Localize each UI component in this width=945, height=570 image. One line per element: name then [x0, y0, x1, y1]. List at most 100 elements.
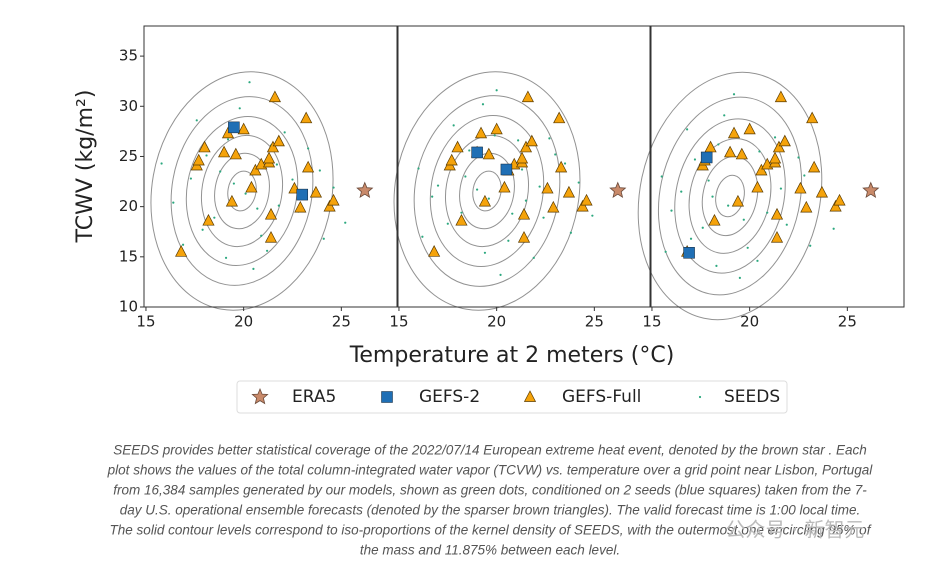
seeds-dot	[322, 237, 325, 240]
watermark: 公众号 · 新智元	[725, 518, 864, 542]
gefs-triangle	[202, 213, 215, 226]
gefs-triangle	[806, 111, 819, 124]
seeds-dot	[499, 273, 502, 276]
gefs-triangle	[778, 134, 791, 147]
contour	[444, 134, 530, 248]
seeds-dot	[495, 89, 498, 92]
gefs-triangle	[580, 193, 593, 206]
contour	[657, 96, 803, 296]
seeds-dot	[291, 178, 294, 181]
y-tick-label: 15	[119, 247, 138, 265]
gefs-triangle	[770, 207, 784, 220]
seeds-dot	[711, 195, 714, 198]
seeds-dot	[797, 156, 800, 159]
plot-frame	[396, 25, 652, 308]
seeds-dot	[532, 256, 535, 259]
contour	[429, 115, 545, 267]
gefs2-square	[683, 247, 695, 259]
seeds-dot	[431, 195, 434, 198]
y-tick-label: 30	[119, 97, 138, 115]
caption-line: from 16,384 samples generated by our mod…	[113, 483, 867, 498]
seeds-dot	[563, 162, 567, 165]
seeds-dot	[785, 223, 788, 226]
legend-label: SEEDS	[724, 387, 780, 407]
gefs-triangle	[541, 181, 554, 194]
seeds-dot	[517, 139, 520, 142]
seeds-dot	[256, 207, 259, 210]
seeds-dot	[446, 222, 449, 225]
contour	[637, 71, 823, 321]
era5-star	[609, 181, 627, 198]
seeds-dot	[205, 154, 208, 157]
seeds-dot	[542, 216, 545, 219]
era5-star	[862, 181, 880, 198]
gefs-triangle	[175, 245, 188, 257]
seeds-dot	[160, 162, 163, 165]
x-tick-label: 20	[234, 313, 253, 331]
x-tick-label: 25	[585, 313, 604, 331]
gefs-triangle	[498, 180, 511, 193]
seeds-dot	[569, 231, 572, 234]
x-tick-label: 15	[389, 313, 408, 331]
seeds-dot	[832, 227, 835, 230]
caption-line: The solid contour levels correspond to i…	[110, 523, 872, 538]
gefs-triangle	[266, 140, 280, 153]
legend-marker	[523, 390, 537, 402]
seeds-dot	[189, 177, 192, 180]
seeds-dot	[248, 81, 251, 84]
gefs-triangle	[768, 151, 782, 164]
caption-line: plot shows the values of the total colum…	[107, 463, 874, 478]
gefs-triangle	[800, 200, 813, 213]
gefs-triangle	[264, 230, 278, 243]
seeds-dot	[524, 199, 528, 202]
y-axis-label: TCWV (kg/m²)	[73, 90, 98, 244]
seeds-dot	[307, 147, 310, 150]
seeds-dot	[809, 244, 812, 247]
seeds-dot	[283, 131, 286, 134]
seeds-dot	[452, 124, 455, 127]
gefs-triangle	[774, 90, 787, 103]
seeds-dot	[460, 211, 463, 214]
gefs-triangle	[727, 126, 741, 139]
seeds-dot	[680, 190, 683, 193]
gefs-triangle	[519, 140, 533, 153]
caption-line: SEEDS provides better statistical covera…	[113, 443, 866, 458]
contour	[674, 118, 786, 274]
seeds-dot	[758, 150, 761, 153]
seeds-dot	[670, 209, 673, 212]
seeds-dot	[260, 234, 263, 237]
legend-label: GEFS-2	[419, 387, 480, 407]
seeds-dot	[732, 93, 736, 96]
gefs-triangle	[794, 181, 807, 194]
seeds-dot	[707, 179, 710, 182]
contours	[150, 71, 823, 321]
seeds-dot	[577, 181, 580, 184]
gefs-triangle	[309, 185, 323, 198]
seeds-dot	[224, 256, 228, 259]
seeds-dot	[421, 235, 424, 238]
gefs-triangle	[772, 140, 786, 153]
seeds-dot	[232, 182, 235, 185]
seeds-dot	[746, 246, 749, 249]
gefs-triangle	[302, 160, 315, 173]
gefs-triangle	[829, 199, 842, 212]
seeds-dot	[689, 237, 693, 240]
gefs-triangle	[808, 160, 821, 173]
seeds-dot	[252, 267, 255, 270]
contour	[413, 95, 561, 287]
gefs-triangle	[555, 160, 568, 173]
contour	[459, 152, 515, 230]
y-tick-label: 25	[119, 147, 138, 165]
panel: 15 20 25	[642, 25, 905, 331]
plot-frame	[649, 25, 905, 308]
gefs-triangle	[198, 140, 211, 153]
seeds-dot	[511, 212, 514, 215]
seeds-dot	[244, 192, 247, 195]
x-axis-label: Temperature at 2 meters (°C)	[349, 343, 675, 368]
seeds-dot	[686, 128, 689, 131]
seeds-dot	[779, 187, 783, 190]
caption-line: day U.S. operational ensemble forecasts …	[120, 503, 861, 518]
seeds-dot	[548, 137, 551, 140]
gefs-triangle	[268, 90, 281, 103]
seeds-dot	[481, 103, 485, 106]
